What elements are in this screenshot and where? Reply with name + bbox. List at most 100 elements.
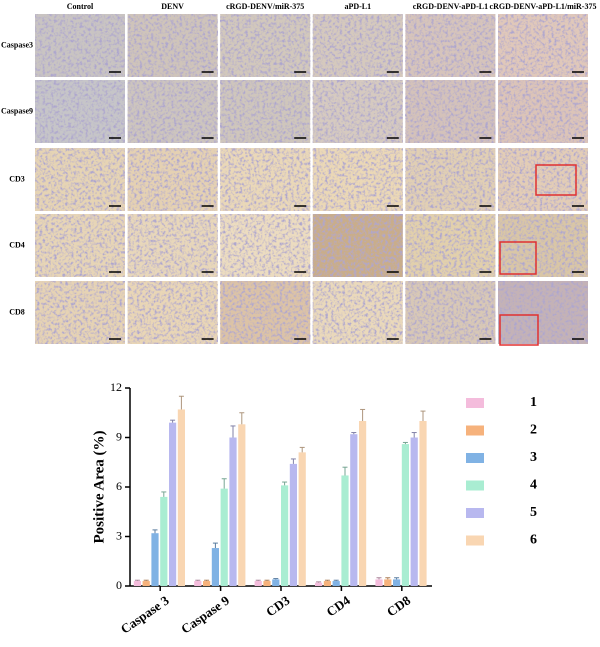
micrograph <box>312 148 403 211</box>
bar <box>203 581 211 586</box>
legend-swatch <box>466 480 484 491</box>
bar <box>133 581 141 586</box>
row-label: CD4 <box>9 240 25 249</box>
micrograph <box>220 14 311 77</box>
legend-label: 5 <box>530 505 537 520</box>
y-tick-label: 12 <box>110 380 122 394</box>
micrograph <box>312 214 403 277</box>
micrograph <box>312 80 403 143</box>
column-label: cRGD-DENV/miR-375 <box>226 2 304 11</box>
bar <box>194 581 202 586</box>
bar <box>298 452 306 586</box>
highlight-box <box>499 241 537 275</box>
micrograph <box>127 14 218 77</box>
highlight-box <box>535 164 577 196</box>
bar <box>220 488 228 586</box>
row-label: Caspase3 <box>1 40 33 49</box>
bar <box>160 496 168 586</box>
column-label: DENV <box>161 2 184 11</box>
bar <box>350 434 358 586</box>
column-label: cRGD-DENV-aPD-L1/miR-375 <box>490 2 597 11</box>
bar <box>289 463 297 586</box>
micrograph <box>127 148 218 211</box>
micrograph <box>405 80 496 143</box>
legend-label: 2 <box>530 423 537 438</box>
micrograph <box>498 148 588 211</box>
bar <box>272 579 280 586</box>
micrograph <box>405 214 496 277</box>
bar <box>341 475 349 586</box>
bar <box>401 444 409 586</box>
bar <box>375 579 383 586</box>
micrograph <box>127 281 218 344</box>
micrograph <box>220 281 311 344</box>
micrograph <box>127 80 218 143</box>
micrograph <box>220 148 311 211</box>
x-tick-label: Caspase 3 <box>118 592 172 636</box>
micrograph <box>405 148 496 211</box>
bar <box>263 581 271 586</box>
legend-label: 3 <box>530 450 537 465</box>
column-label: aPD-L1 <box>344 2 371 11</box>
x-tick-label: CD3 <box>263 592 293 619</box>
legend-swatch <box>466 535 484 546</box>
bar <box>177 409 185 586</box>
micrograph <box>35 14 125 77</box>
legend-swatch <box>466 425 484 436</box>
micrograph <box>405 281 496 344</box>
micrograph <box>498 80 588 143</box>
micrograph <box>498 14 588 77</box>
micrograph <box>35 80 125 143</box>
micrograph <box>220 80 311 143</box>
micrograph <box>498 281 588 344</box>
bar <box>281 485 289 586</box>
bar <box>229 437 237 586</box>
highlight-box <box>499 314 539 346</box>
legend-swatch <box>466 453 484 463</box>
bar <box>393 579 401 586</box>
legend-swatch <box>466 398 484 408</box>
bar <box>211 548 219 586</box>
row-label: Caspase9 <box>1 106 33 115</box>
bar <box>315 582 323 586</box>
y-tick-label: 0 <box>116 578 122 592</box>
bar <box>169 422 177 586</box>
row-label: CD3 <box>9 174 25 183</box>
micrograph <box>312 281 403 344</box>
bar <box>254 581 262 586</box>
bar <box>151 533 159 586</box>
bar <box>410 437 418 586</box>
bar <box>238 424 246 586</box>
micrograph <box>35 281 125 344</box>
x-tick-label: CD8 <box>384 592 414 619</box>
legend-label: 4 <box>530 478 537 493</box>
legend-label: 6 <box>530 533 537 548</box>
column-label: Control <box>67 2 94 11</box>
y-tick-label: 3 <box>116 528 122 542</box>
bar <box>384 579 392 586</box>
micrograph <box>127 214 218 277</box>
y-axis-label: Positive Area (%) <box>91 430 107 543</box>
x-tick-label: Caspase 9 <box>178 592 232 636</box>
x-tick-label: CD4 <box>324 592 354 619</box>
legend-swatch <box>466 508 484 518</box>
bar <box>332 581 340 586</box>
micrograph <box>312 14 403 77</box>
micrograph <box>220 214 311 277</box>
micrograph-grid: Control DENV cRGD-DENV/miR-375 aPD-L1 cRGD-D… <box>1 2 597 346</box>
y-tick-label: 9 <box>116 429 122 443</box>
row-label: CD8 <box>9 307 25 316</box>
micrograph <box>405 14 496 77</box>
bar <box>142 581 150 586</box>
column-label: cRGD-DENV-aPD-L1 <box>413 2 488 11</box>
y-tick-label: 6 <box>116 479 122 493</box>
bar <box>323 581 331 586</box>
bar <box>359 421 367 586</box>
legend-label: 1 <box>530 395 537 410</box>
micrograph <box>35 214 125 277</box>
bar <box>419 421 427 586</box>
micrograph <box>35 148 125 211</box>
micrograph <box>498 214 588 277</box>
